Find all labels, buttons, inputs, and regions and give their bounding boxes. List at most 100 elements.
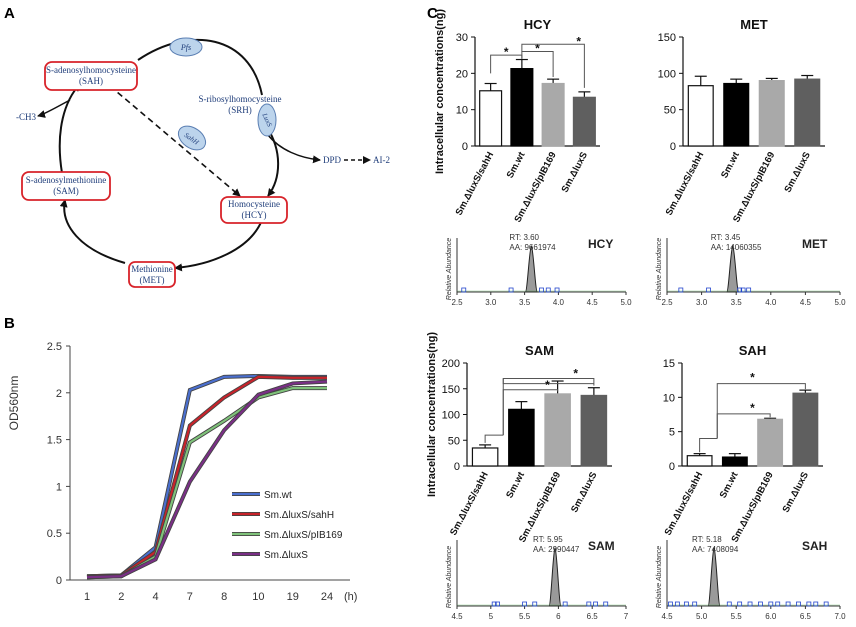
chrom_sah-scan-marker [758, 601, 763, 607]
sam-bar-chart: 0 50 100 150 200 SAM Intracellular concentrati… [426, 332, 612, 544]
enzyme-sahh-ellipse [177, 125, 207, 151]
sah-bar [792, 392, 819, 467]
chrom_sam-x-tick-label: 5 [489, 612, 494, 621]
arrow-sam-sah [58, 83, 81, 174]
chrom_sah-x-tick-label: 7.0 [834, 612, 846, 621]
growth-series-line [86, 387, 327, 579]
enzyme-luxs-ellipse [257, 103, 277, 137]
chrom_hcy-x-tick-label: 5.0 [620, 298, 632, 307]
chrom_sah-scan-marker [785, 601, 791, 607]
hcy-bar [541, 82, 565, 147]
chrom_sam-scan-marker [491, 601, 497, 607]
chrom_sam-scan-marker [586, 601, 592, 607]
chrom_sam-x-tick-label: 6.5 [587, 612, 599, 621]
chrom_met-x-tick-label: 3.0 [696, 298, 708, 307]
growth-legend-label: Sm.ΔluxS/pIB169 [264, 530, 343, 541]
growth-legend-label: Sm.ΔluxS [264, 550, 308, 561]
sam-bar [580, 394, 608, 467]
chrom_sah-rt-label: RT: 5.18 [692, 535, 722, 544]
met-bar [758, 79, 785, 147]
growth-x-tick-label: 1 [84, 591, 90, 603]
chrom_met-aa-label: AA: 14060355 [711, 243, 762, 252]
node-sah-box [44, 61, 138, 91]
sah-title: SAH [739, 343, 766, 358]
charts-layer: 00.511.522.51 2 4 7 8 10 19 24 (h)OD560nmSm.wtSm… [7, 9, 846, 621]
chrom_sam-x-tick-label: 7 [624, 612, 629, 621]
met-category-label: Sm.wt [719, 150, 742, 181]
growth-series-line [86, 374, 327, 578]
met-category-label: Sm.ΔluxS [782, 150, 813, 194]
hcy-y-tick-label: 10 [456, 105, 468, 117]
sah-y-tick-label: 15 [663, 358, 675, 370]
chrom_hcy-aa-label: AA: 9661974 [509, 243, 556, 252]
growth-y-tick-label: 2.5 [47, 341, 62, 353]
chrom_sam-y-label: Relative Abundance [446, 546, 453, 609]
growth-y-tick-label: 1 [56, 481, 62, 493]
sam-significance-star: * [573, 366, 578, 380]
sam-bar [544, 393, 571, 467]
chrom_met-chromatogram: 2.5 3.0 3.5 4.0 4.5 5.0 Relative Abundance RT: … [656, 233, 846, 307]
hcy-significance-bracket [521, 51, 554, 77]
chrom_hcy-y-label: Relative Abundance [446, 238, 453, 301]
sah-y-tick-label: 10 [663, 392, 675, 404]
node-sah-name: S-adenosylhomocysteine [46, 65, 136, 75]
chrom_hcy-x-tick-label: 3.0 [485, 298, 497, 307]
hcy-category-label: Sm.wt [505, 150, 528, 181]
chrom_hcy-rt-label: RT: 3.60 [509, 233, 539, 242]
growth-y-tick-label: 0.5 [47, 528, 62, 540]
sah-category-label: Sm.ΔluxS [781, 470, 812, 514]
hcy-significance-star: * [504, 45, 509, 59]
chrom_met-x-tick-label: 5.0 [834, 298, 846, 307]
chrom_sah-scan-marker [775, 601, 781, 607]
growth-x-tick-label: 4 [153, 591, 159, 603]
chrom_sam-scan-marker [603, 601, 609, 607]
chrom_met-rt-label: RT: 3.45 [711, 233, 741, 242]
chrom_sam-chromatogram: 4.5 5 5.5 6 6.5 7 Relative Abundance RT: 5.95AA… [446, 535, 629, 621]
growth-y-tick-label: 1.5 [47, 435, 62, 447]
met-y-tick-label: 100 [658, 68, 676, 80]
chrom_sam-x-tick-label: 4.5 [451, 612, 463, 621]
arrow-met-sam [59, 199, 126, 264]
chrom_sah-scan-marker [674, 601, 680, 607]
chrom_hcy-x-tick-label: 2.5 [451, 298, 463, 307]
growth-series-outline [86, 386, 327, 580]
node-sam-name: S-adenosylmethionine [26, 175, 107, 185]
hcy-significance-star: * [535, 42, 540, 56]
sam-category-label: Sm.wt [504, 470, 527, 501]
chrom_sah-x-tick-label: 5.5 [731, 612, 743, 621]
label-ch3: -CH3 [16, 112, 36, 122]
sam-y-tick-label: 0 [454, 461, 460, 473]
sam-y-label: Intracellular concentrations(ng) [426, 332, 438, 497]
chrom_sah-title: SAH [802, 539, 827, 553]
sah-significance-bracket [699, 438, 718, 453]
chrom_sah-scan-marker [668, 601, 673, 607]
growth-x-tick-label: 24 [321, 591, 333, 603]
chrom_sah-scan-marker [813, 601, 819, 607]
hcy-category-label: Sm.ΔluxS/sahH [454, 150, 497, 217]
chrom_sah-scan-marker [726, 601, 732, 607]
met-y-tick-label: 150 [658, 32, 676, 44]
chrom_hcy-scan-marker [461, 287, 467, 293]
sam-significance-bracket [484, 434, 504, 443]
chrom_met-y-label: Relative Abundance [656, 238, 663, 301]
chrom_met-x-tick-label: 3.5 [731, 298, 743, 307]
chrom_met-title: MET [802, 237, 828, 251]
chrom_sah-scan-marker [806, 601, 812, 607]
hcy-y-label: Intracellular concentrations(ng) [434, 9, 446, 174]
growth-y-tick-label: 0 [56, 575, 62, 587]
chrom_sah-scan-marker [692, 601, 698, 607]
sam-y-tick-label: 200 [442, 358, 460, 370]
chrom_sah-scan-marker [737, 601, 743, 607]
chrom_sah-x-tick-label: 6.5 [800, 612, 812, 621]
chrom_hcy-scan-marker [508, 287, 514, 293]
sah-significance-star: * [750, 371, 755, 385]
panel-label-a: A [4, 5, 15, 22]
arrow-hcy-met [174, 219, 263, 272]
met-category-label: Sm.ΔluxS/sahH [664, 150, 707, 217]
chrom_met-scan-marker [740, 287, 746, 293]
arrow-sah-hcy-dashed [109, 85, 241, 197]
growth-x-tick-label: 8 [221, 591, 227, 603]
